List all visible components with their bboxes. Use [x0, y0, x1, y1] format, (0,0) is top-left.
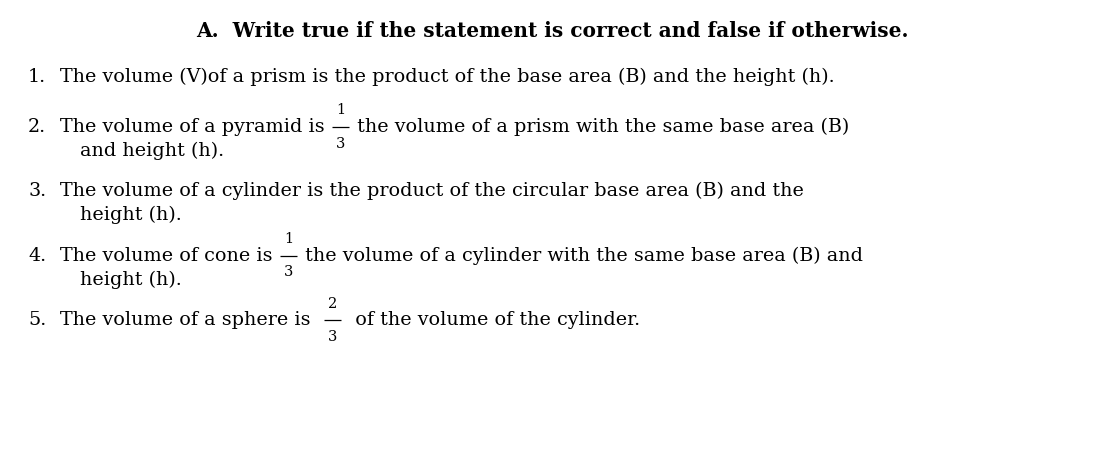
Text: 3: 3: [328, 330, 337, 344]
Text: 5.: 5.: [28, 311, 46, 329]
Text: the volume of a prism with the same base area (B): the volume of a prism with the same base…: [351, 118, 850, 136]
Text: of the volume of the cylinder.: of the volume of the cylinder.: [344, 311, 641, 329]
Text: 2: 2: [328, 297, 337, 311]
Text: 2.: 2.: [28, 118, 46, 136]
Text: 3.: 3.: [28, 183, 46, 200]
Text: A.  Write true if the statement is correct and false if otherwise.: A. Write true if the statement is correc…: [197, 21, 908, 41]
Text: The volume of cone is: The volume of cone is: [60, 247, 278, 265]
Text: height (h).: height (h).: [80, 206, 181, 225]
Text: the volume of a cylinder with the same base area (B) and: the volume of a cylinder with the same b…: [299, 247, 863, 265]
Text: 4.: 4.: [28, 247, 46, 265]
Text: 3: 3: [336, 136, 346, 150]
Text: height (h).: height (h).: [80, 270, 181, 289]
Text: 1: 1: [284, 232, 293, 246]
Text: 3: 3: [284, 265, 293, 279]
Text: The volume of a pyramid is: The volume of a pyramid is: [60, 118, 330, 136]
Text: 1.: 1.: [28, 68, 46, 86]
Text: The volume of a cylinder is the product of the circular base area (B) and the: The volume of a cylinder is the product …: [60, 182, 803, 200]
Text: The volume of a sphere is: The volume of a sphere is: [60, 311, 323, 329]
Text: and height (h).: and height (h).: [80, 142, 224, 160]
Text: 1: 1: [336, 104, 345, 118]
Text: The volume (V)of a prism is the product of the base area (B) and the height (h).: The volume (V)of a prism is the product …: [60, 68, 834, 86]
